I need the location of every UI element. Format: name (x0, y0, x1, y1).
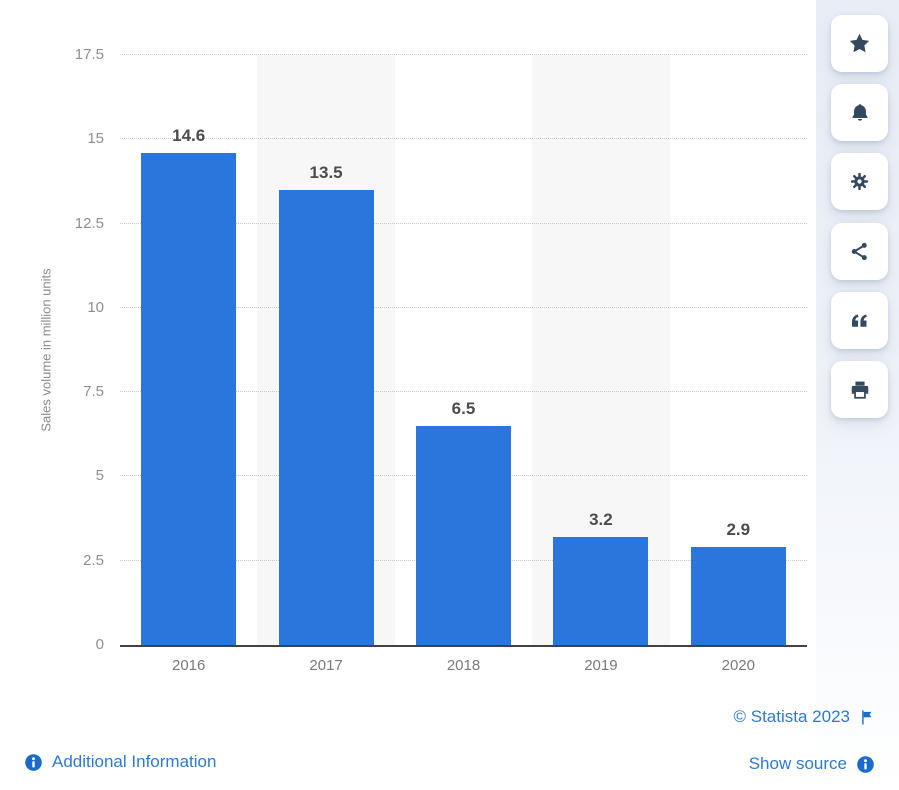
bar-2017[interactable] (278, 189, 374, 645)
x-label-2017: 2017 (309, 657, 343, 674)
gear-icon (850, 172, 869, 191)
gridline-17.5 (120, 54, 807, 55)
plot-area: 14.6 13.5 6.5 3.2 2.9 (120, 54, 807, 647)
bar-value-label-2019: 3.2 (589, 510, 613, 530)
bell-icon (851, 103, 868, 121)
bar-2020[interactable] (690, 547, 786, 645)
bar-value-label-2020: 2.9 (726, 520, 751, 540)
x-label-2018: 2018 (446, 657, 481, 674)
print-button[interactable] (831, 361, 888, 418)
show-source-label: Show source (748, 754, 847, 773)
y-tick-5: 5 (95, 467, 104, 485)
additional-information-label: Additional Information (52, 752, 217, 771)
y-tick-15: 15 (87, 130, 104, 148)
x-label-2016: 2016 (172, 657, 206, 674)
gridline-10 (120, 306, 807, 308)
gridline-12.5 (120, 222, 807, 224)
flag-icon (862, 709, 872, 725)
additional-information-link[interactable]: Additional Information (24, 751, 216, 773)
quote-icon (852, 314, 867, 327)
alerts-button[interactable] (831, 84, 888, 141)
bar-2018[interactable] (416, 425, 511, 645)
share-icon (851, 242, 867, 261)
gridline-15 (120, 138, 807, 140)
cite-button[interactable] (831, 292, 888, 349)
info-icon (857, 755, 874, 773)
bar-value-label-2018: 6.5 (451, 398, 476, 418)
bar-2019[interactable] (553, 537, 649, 645)
bar-2016[interactable] (141, 152, 237, 645)
gridline-7.5 (120, 391, 807, 393)
info-icon (25, 753, 42, 771)
y-tick-0: 0 (95, 636, 104, 653)
copyright-label: © Statista 2023 (733, 707, 851, 726)
x-label-2020: 2020 (721, 657, 755, 674)
statista-copyright-link[interactable]: © Statista 2023 (734, 706, 877, 728)
settings-button[interactable] (831, 153, 888, 210)
bar-value-label-2017: 13.5 (309, 162, 343, 182)
y-tick-17.5: 17.5 (74, 46, 104, 63)
y-tick-7.5: 7.5 (83, 383, 104, 401)
bar-value-label-2016: 14.6 (172, 125, 206, 145)
share-button[interactable] (831, 223, 888, 280)
x-axis-labels: 2016 2017 2018 2019 2020 (120, 657, 807, 679)
y-tick-12.5: 12.5 (74, 214, 104, 232)
toolbar-rail (816, 0, 899, 790)
star-icon (849, 33, 870, 53)
y-axis-tick-labels: 0 2.5 5 7.5 10 12.5 15 17.5 (0, 46, 104, 653)
show-source-link[interactable]: Show source (749, 753, 875, 775)
x-label-2019: 2019 (584, 657, 618, 674)
favorite-button[interactable] (831, 15, 888, 72)
y-tick-2.5: 2.5 (83, 551, 104, 569)
printer-icon (851, 381, 868, 399)
y-tick-10: 10 (87, 298, 104, 316)
